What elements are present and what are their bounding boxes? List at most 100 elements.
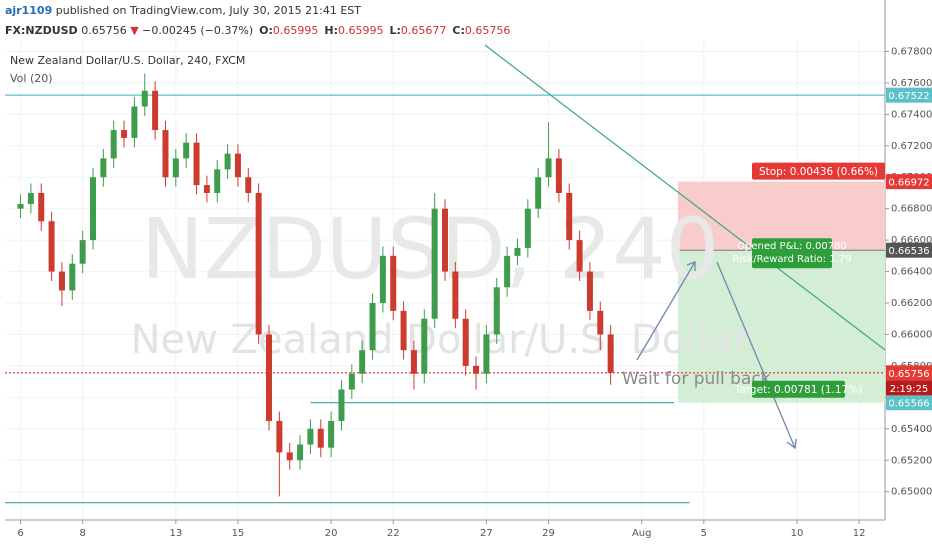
x-tick-label: 20 [325, 528, 338, 539]
candle-body [152, 90, 159, 131]
candle-body [255, 192, 262, 335]
candle-body [555, 158, 562, 193]
y-tick-label: 0.65000 [891, 487, 932, 498]
target-label: Target: 0.00781 (1.17%) [734, 384, 863, 396]
candle-body [400, 310, 407, 351]
x-tick-label: 13 [169, 528, 182, 539]
quote-line: FX:NZDUSD 0.65756 ▼ −0.00245 (−0.37%) O:0… [5, 24, 510, 37]
candle-body [131, 106, 138, 138]
last: 0.65756 [81, 24, 127, 37]
arrow: ▼ [130, 24, 139, 37]
candle-body [307, 428, 314, 445]
pnl-label: Opened P&L: 0.00780 [737, 241, 847, 252]
candle-body [245, 177, 252, 193]
x-tick-label: Aug [632, 528, 652, 539]
candle-body [473, 365, 480, 374]
candle-body [369, 303, 376, 351]
candle-body [566, 192, 573, 241]
y-tick-label: 0.65200 [891, 455, 932, 466]
y-tick-label: 0.65400 [891, 424, 932, 435]
y-tick-label: 0.66200 [891, 298, 932, 309]
x-tick-label: 8 [79, 528, 85, 539]
candle-body [607, 334, 614, 373]
price-label: 0.66536 [888, 246, 929, 257]
y-tick-label: 0.66600 [891, 235, 932, 246]
trendline [484, 44, 886, 351]
x-tick-label: 22 [387, 528, 400, 539]
stop-label-box [752, 162, 885, 180]
countdown-box [886, 380, 932, 396]
candle-body [214, 169, 221, 193]
x-tick-label: 10 [791, 528, 804, 539]
x-tick-label: 6 [17, 528, 23, 539]
candle-body [58, 271, 65, 291]
price-label-box [886, 87, 932, 103]
candle-body [576, 240, 583, 272]
candle-body [390, 255, 397, 311]
candle-body [224, 153, 231, 170]
price-label: 0.65566 [888, 399, 929, 410]
y-tick-label: 0.67800 [891, 46, 932, 57]
stop-label: Stop: 0.00436 (0.66%) [759, 166, 878, 178]
target-label-box [752, 380, 845, 398]
price-label: 0.65756 [888, 369, 929, 380]
price-label: 0.67522 [888, 91, 929, 102]
ohlc-key: H: [324, 24, 338, 37]
header-bg [0, 0, 480, 40]
candle-body [27, 192, 34, 204]
change: −0.00245 (−0.37%) [142, 24, 253, 37]
candle-body [431, 208, 438, 319]
y-tick-label: 0.66000 [891, 329, 932, 340]
arrow-head [686, 261, 696, 271]
ohlc-key: L: [389, 24, 400, 37]
ohlc-value: 0.65995 [273, 24, 319, 37]
watermark-description: New Zealand Dollar/U.S. Dollar [131, 317, 750, 363]
watermark-symbol: NZDUSD, 240 [141, 200, 719, 298]
target-zone [677, 250, 885, 403]
y-tick-label: 0.66800 [891, 204, 932, 215]
user[interactable]: ajr1109 [5, 4, 52, 17]
ohlc-key: O: [259, 24, 273, 37]
price-label-box [886, 365, 932, 381]
candle-body [483, 334, 490, 374]
candle-body [90, 177, 96, 241]
candle-body [121, 130, 128, 138]
y-tick-label: 0.67200 [891, 141, 932, 152]
x-tick-label: 5 [701, 528, 707, 539]
price-label: 0.66972 [888, 178, 929, 189]
candle-body [276, 420, 283, 453]
arrow-head [786, 438, 797, 450]
candle-body [348, 373, 355, 390]
y-tick-label: 0.67400 [891, 109, 932, 120]
candle-body [504, 255, 511, 288]
ohlc-value: 0.65995 [338, 24, 384, 37]
candle-body [110, 130, 117, 159]
symbol: FX:NZDUSD [5, 24, 78, 37]
candle-body [535, 177, 542, 209]
candle-body [462, 318, 469, 366]
header-line: ajr1109 published on TradingView.com, Ju… [5, 4, 361, 17]
x-tick-label: 15 [232, 528, 245, 539]
candle-body [234, 153, 241, 178]
annotation: Wait for pull back [622, 369, 771, 389]
candle-body [328, 420, 335, 448]
y-tick-label: 0.66400 [891, 267, 932, 278]
candle-body [17, 203, 24, 209]
candle-body [48, 221, 55, 272]
candle-body [514, 247, 521, 256]
candle-body [297, 444, 304, 461]
x-tick-label: 29 [542, 528, 555, 539]
candle-body [266, 334, 272, 421]
candle-body [100, 158, 107, 178]
candle-body [493, 287, 500, 335]
candle-body [38, 192, 45, 222]
published: published on TradingView.com, July 30, 2… [56, 4, 362, 17]
pnl-box [752, 238, 832, 269]
candle-body [172, 158, 179, 178]
candle-body [442, 208, 448, 272]
ohlc-value: 0.65756 [465, 24, 511, 37]
countdown: 2:19:25 [890, 384, 929, 395]
candle-body [524, 208, 531, 248]
candle-body [338, 389, 345, 421]
